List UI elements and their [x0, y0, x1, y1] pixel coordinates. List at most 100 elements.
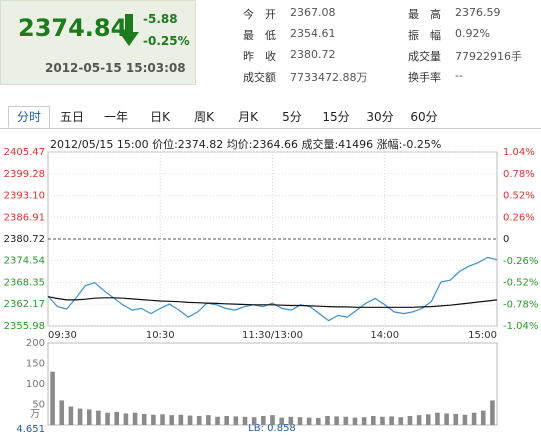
tab[interactable]: 30分: [366, 110, 394, 124]
volume-bar: [343, 416, 349, 425]
y-tick-label: 150: [26, 359, 45, 370]
y2-tick-label: 0.52%: [503, 191, 535, 202]
volume-bar: [480, 410, 486, 425]
tab[interactable]: 5分: [282, 110, 302, 124]
y2-tick-label: 0: [503, 234, 509, 245]
datetime: 2012-05-15 15:03:08: [45, 61, 186, 75]
x-tick-label: 14:00: [370, 330, 399, 341]
change-pct: -0.25%: [143, 34, 190, 48]
y2-tick-label: -0.26%: [503, 256, 538, 267]
volume-bar: [206, 415, 211, 425]
field-label: 昨 收: [243, 50, 276, 63]
volume-bar: [288, 416, 294, 425]
volume-bar: [233, 416, 239, 425]
change: -5.88: [143, 12, 178, 26]
volume-bar: [224, 415, 229, 425]
field-label: 换手率: [408, 71, 441, 84]
field-value: 77922916手: [455, 50, 522, 63]
y2-tick-label: 1.04%: [503, 147, 535, 158]
field-label: 成交量: [408, 50, 441, 63]
tab[interactable]: 60分: [410, 110, 438, 124]
y2-tick-label: -1.04%: [503, 321, 538, 332]
volume-bar: [251, 417, 257, 425]
y-tick-label: 2374.54: [4, 256, 45, 267]
volume-bar: [96, 410, 101, 425]
volume-bar: [114, 411, 120, 425]
volume-bar: [361, 417, 367, 425]
tab[interactable]: 月K: [238, 110, 258, 124]
volume-bar: [435, 412, 440, 425]
field-label: 今 开: [243, 8, 276, 21]
volume-bar: [444, 413, 449, 425]
price-line: [47, 256, 498, 322]
volume-bar: [270, 415, 275, 425]
y2-tick-label: 0.78%: [503, 169, 535, 180]
volume-bar: [380, 416, 385, 425]
y2-tick-label: 0.26%: [503, 212, 535, 223]
volume-bar: [462, 414, 468, 425]
volume-bar: [261, 415, 266, 425]
volume-bar: [151, 414, 156, 425]
y-tick-label: 2399.28: [4, 169, 45, 180]
volume-bar: [334, 416, 339, 425]
field-value: 2354.61: [290, 27, 336, 40]
volume-bar: [490, 400, 495, 425]
field-value: --: [455, 69, 463, 82]
price-line: [47, 296, 498, 308]
volume-bar: [352, 417, 358, 425]
field-value: 2376.59: [455, 6, 501, 19]
volume-bar: [306, 417, 312, 425]
field-value: 2367.08: [290, 6, 336, 19]
volume-bar: [371, 415, 376, 425]
volume-bar: [105, 412, 110, 425]
volume-bar: [77, 408, 83, 425]
volume-bar: [59, 400, 65, 425]
volume-bar: [141, 413, 147, 425]
x-tick-label: 15:00: [468, 330, 497, 341]
tab-bar: 分时 五日 一年 日K 周K 月K 5分 15分 30分 60分: [0, 103, 541, 129]
y-tick-label: 2368.35: [4, 278, 45, 289]
volume-bar: [325, 415, 330, 425]
field-label: 最 高: [408, 8, 441, 21]
y2-tick-label: -0.78%: [503, 299, 538, 310]
volume-bar: [416, 415, 422, 425]
volume-bar: [187, 415, 193, 425]
volume-bar: [50, 371, 55, 425]
volume-bar: [407, 415, 413, 425]
volume-bar: [242, 416, 248, 425]
y-tick-label: 2393.10: [4, 190, 45, 201]
tab[interactable]: 周K: [194, 110, 214, 124]
tab[interactable]: 分时: [8, 106, 50, 128]
volume-bar: [471, 412, 477, 425]
tab[interactable]: 一年: [103, 110, 128, 124]
y-tick-label: 2362.17: [4, 299, 45, 310]
field-label: 振 幅: [408, 29, 441, 42]
down-arrow: [119, 14, 139, 46]
volume-bar: [86, 409, 92, 425]
field-value: 7733472.88万: [290, 71, 368, 84]
price-box: [0, 0, 196, 85]
y-tick-label: 2380.72: [4, 234, 45, 245]
x-tick-label: 10:30: [146, 330, 175, 341]
tab[interactable]: 日K: [150, 110, 170, 124]
volume-bar: [215, 416, 220, 425]
y-tick-label: 2405.47: [4, 147, 45, 158]
lb-note: LB: 0.858: [248, 423, 296, 434]
info-line: 2012/05/15 15:00 价位:2374.82 均价:2364.66 成…: [50, 138, 442, 151]
volume-bar: [160, 414, 165, 425]
volume-bar: [316, 418, 321, 425]
field-value: 2380.72: [290, 48, 336, 61]
field-label: 最 低: [243, 29, 276, 42]
y-tick-label: 2386.91: [4, 212, 45, 223]
volume-bar: [425, 414, 431, 425]
tab[interactable]: 五日: [59, 110, 84, 124]
x-tick-label: 11:30/13:00: [242, 330, 303, 341]
y-tick-label: 2355.98: [4, 321, 45, 332]
volume-bar: [453, 413, 459, 425]
tab[interactable]: 15分: [322, 110, 350, 124]
y-tick-label: 50: [32, 400, 45, 411]
volume-bar: [398, 417, 404, 425]
unit-label: 万: [30, 409, 40, 420]
volume-bar: [196, 415, 202, 425]
y-tick-label: 200: [26, 338, 45, 349]
